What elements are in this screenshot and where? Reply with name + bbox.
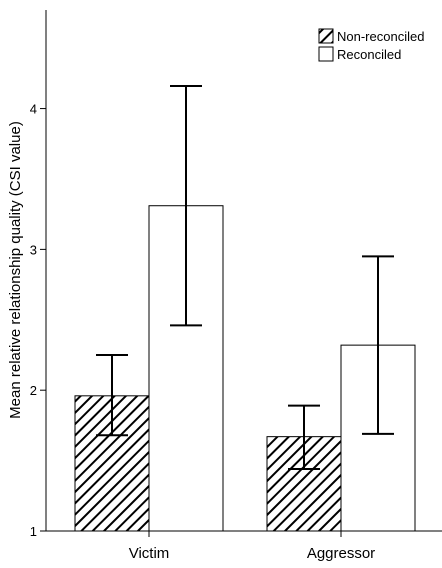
x-tick-label-aggressor: Aggressor (307, 545, 375, 562)
y-tick-label: 2 (30, 383, 37, 398)
legend-item-non-reconciled: Non-reconciled (318, 28, 424, 44)
x-ticks: Victim Aggressor (129, 531, 375, 562)
bars (74, 205, 416, 532)
legend-label-reconciled: Reconciled (337, 47, 401, 62)
y-ticks: 1 2 3 4 (30, 102, 46, 539)
x-tick-label-victim: Victim (129, 545, 170, 562)
legend-swatch-hatched (318, 28, 334, 44)
y-tick-label: 3 (30, 242, 37, 257)
error-bars (96, 85, 394, 471)
y-axis: 1 2 3 4 (30, 10, 47, 539)
y-tick-label: 1 (30, 524, 37, 539)
legend: Non-reconciled Reconciled (318, 28, 424, 62)
y-axis-label: Mean relative relationship quality (CSI … (7, 121, 24, 419)
legend-item-reconciled: Reconciled (318, 46, 401, 62)
legend-label-non-reconciled: Non-reconciled (337, 29, 424, 44)
x-axis: Victim Aggressor (46, 530, 442, 562)
y-tick-label: 4 (30, 102, 37, 117)
legend-swatch-white (318, 46, 334, 62)
bar-aggressor-reconciled (340, 344, 416, 532)
